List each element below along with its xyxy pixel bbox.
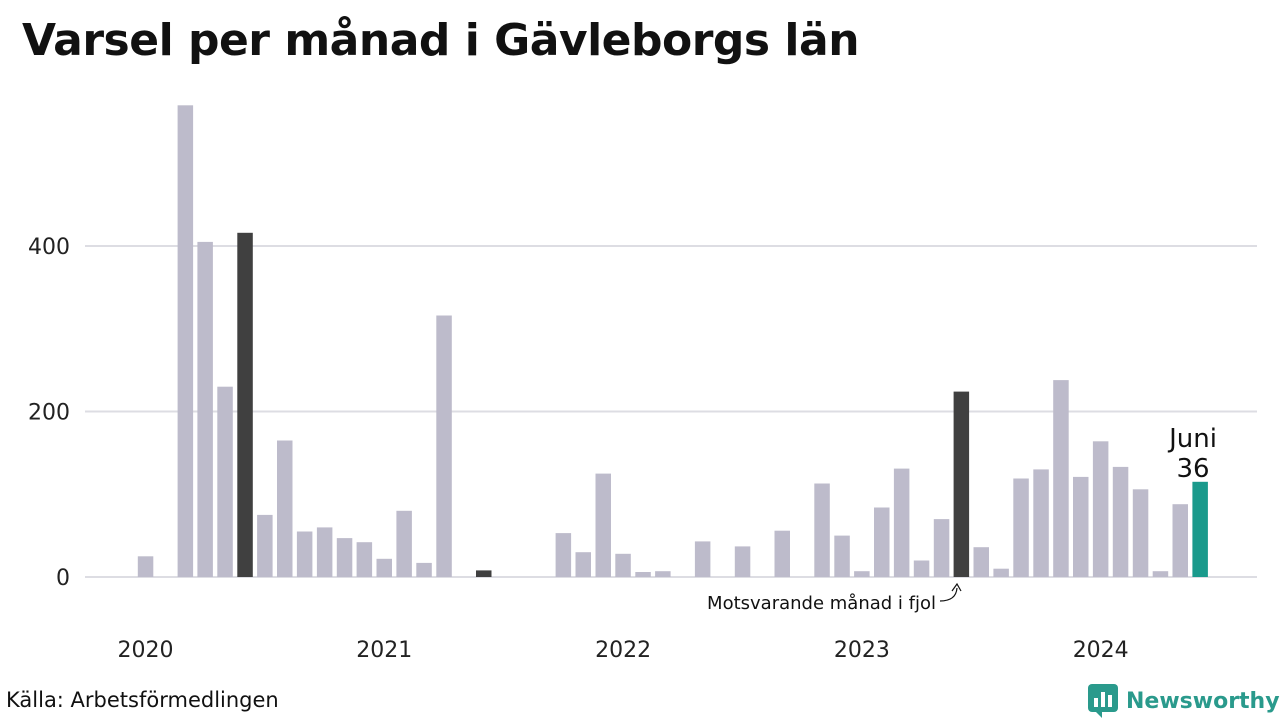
- bar-2024-04: [1152, 571, 1169, 577]
- bar-2020-10: [316, 527, 333, 577]
- bar-2024-05: [1172, 504, 1188, 577]
- newsworthy-logo-icon: [1088, 684, 1118, 718]
- y-tick-label: 400: [28, 235, 70, 260]
- newsworthy-logo-text: Newsworthy: [1126, 688, 1280, 714]
- bar-2023-01: [854, 571, 870, 577]
- bar-2024-06: [1192, 481, 1208, 577]
- bar-2022-09: [774, 530, 790, 577]
- bar-2023-02: [874, 507, 890, 577]
- bar-2020-09: [296, 531, 313, 577]
- bar-2021-03: [416, 562, 432, 577]
- bar-2021-12: [595, 473, 611, 577]
- bar-2020-11: [336, 538, 353, 577]
- bar-2022-05: [694, 541, 711, 577]
- bar-2021-11: [575, 552, 591, 577]
- bar-2023-11: [1053, 380, 1069, 577]
- x-tick-label: 2023: [834, 638, 890, 663]
- x-tick-label: 2021: [356, 638, 412, 663]
- bar-2021-06: [476, 570, 492, 577]
- chart-title: Varsel per månad i Gävleborgs län: [22, 15, 860, 66]
- current-value-label: 36: [1176, 454, 1209, 484]
- y-tick-label: 200: [28, 401, 70, 426]
- bar-2021-01: [376, 558, 392, 577]
- bar-2022-01: [615, 553, 631, 577]
- current-month-label: Juni: [1167, 424, 1217, 454]
- bar-2020-04: [197, 241, 213, 577]
- bar-2023-09: [1013, 478, 1029, 577]
- bar-2024-01: [1092, 441, 1109, 577]
- bar-2022-11: [814, 483, 830, 577]
- y-tick-label: 0: [56, 566, 70, 591]
- bar-2022-02: [635, 572, 651, 577]
- bar-2023-04: [913, 560, 930, 577]
- bar-2022-12: [834, 535, 850, 577]
- bar-2020-07: [257, 514, 273, 577]
- bar-2021-10: [555, 533, 572, 577]
- annotations: Motsvarande månad i fjol Juni 36: [707, 424, 1217, 614]
- bar-2020-01: [137, 556, 154, 577]
- bars: [137, 105, 1208, 578]
- annotation-arrowhead: [951, 582, 962, 592]
- newsworthy-logo: Newsworthy: [1088, 684, 1280, 718]
- bar-2021-02: [396, 510, 412, 577]
- bar-2020-05: [217, 386, 233, 577]
- bar-2023-03: [893, 468, 910, 577]
- x-tick-label: 2020: [118, 638, 174, 663]
- bar-2023-06: [953, 391, 970, 577]
- bar-2023-05: [933, 519, 950, 577]
- bar-2020-08: [277, 440, 293, 577]
- x-axis-ticks: 2020 2021 2022 2023 2024: [118, 638, 1129, 663]
- bar-2023-07: [973, 547, 989, 577]
- bar-2024-02: [1112, 466, 1129, 577]
- bar-2022-03: [655, 571, 671, 577]
- bar-2020-12: [356, 542, 373, 577]
- bar-2022-07: [734, 546, 751, 577]
- x-tick-label: 2022: [595, 638, 651, 663]
- bar-2020-03: [177, 105, 194, 578]
- bar-2023-10: [1033, 469, 1049, 577]
- bar-2023-08: [993, 568, 1009, 577]
- bar-2021-04: [436, 315, 452, 577]
- bar-2023-12: [1073, 476, 1089, 577]
- source-note: Källa: Arbetsförmedlingen: [6, 688, 279, 712]
- same-month-annotation: Motsvarande månad i fjol: [707, 593, 936, 614]
- x-tick-label: 2024: [1073, 638, 1129, 663]
- bar-2024-03: [1132, 489, 1149, 577]
- bar-2020-06: [237, 232, 253, 578]
- annotation-arrow: [939, 587, 958, 602]
- y-axis-ticks: 0 200 400: [28, 235, 70, 591]
